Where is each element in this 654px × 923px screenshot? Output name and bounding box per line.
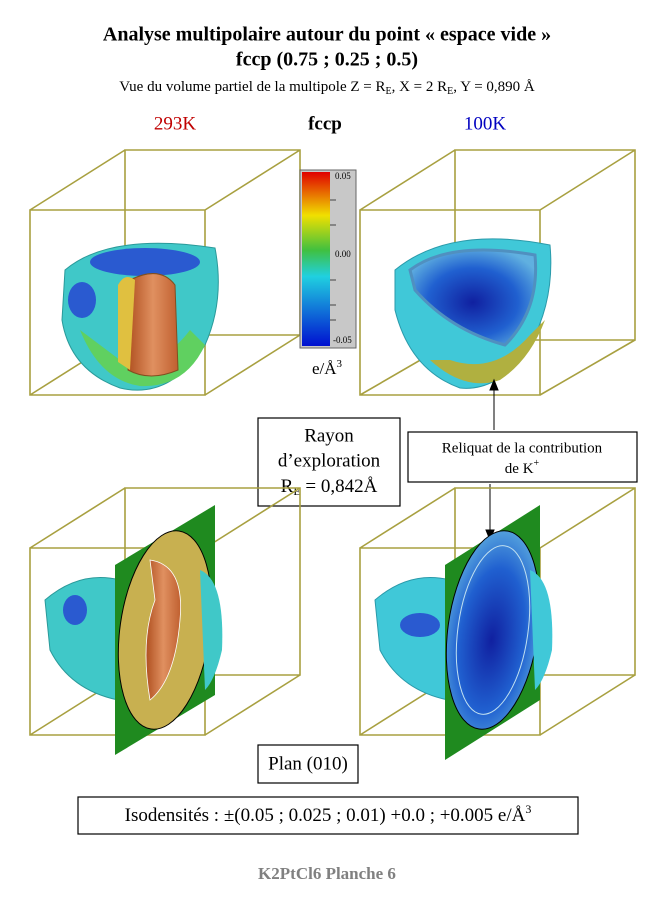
label-100k: 100K: [464, 113, 507, 134]
render-top-right: [359, 149, 636, 396]
text: , X = 2 R: [392, 79, 448, 95]
isodensity-box: [77, 796, 579, 835]
label-fccp: fccp: [308, 113, 342, 134]
isodensity-label: Isodensités : ±(0.05 ; 0.025 ; 0.01) +0.…: [125, 802, 532, 827]
radius-box: [257, 417, 401, 507]
footer: K2PtCl6 Planche 6: [258, 864, 396, 883]
superscript: +: [534, 458, 540, 469]
text: = 0,842Å: [301, 476, 378, 497]
plane-box: [257, 744, 359, 784]
colorbar: 0.05 0.00 -0.05: [299, 169, 357, 349]
text: R: [281, 476, 294, 497]
colorbar-tick: 0.05: [335, 171, 351, 181]
note-box: [407, 431, 638, 483]
colorbar-tick: 0.00: [335, 249, 351, 259]
radius-line: d’exploration: [278, 450, 381, 471]
title: Analyse multipolaire autour du point « e…: [103, 24, 551, 46]
label-293k: 293K: [154, 113, 197, 134]
render-bottom-left: [29, 487, 301, 755]
text: Vue du volume partiel de la multipole Z …: [119, 79, 385, 95]
note-line: de K+: [505, 458, 540, 477]
arrows: [485, 378, 499, 542]
colorbar-unit: e/Å3: [312, 358, 343, 378]
colorbar-tick: -0.05: [333, 335, 352, 345]
view-caption: Vue du volume partiel de la multipole Z …: [119, 79, 535, 97]
text: de K: [505, 461, 534, 477]
render-top-left: [29, 149, 301, 396]
text: e/Å: [312, 359, 337, 378]
note-line: Reliquat de la contribution: [442, 440, 603, 456]
plane-label: Plan (010): [268, 753, 348, 774]
superscript: 3: [525, 802, 531, 816]
superscript: 3: [337, 358, 343, 370]
subtitle: fccp (0.75 ; 0.25 ; 0.5): [236, 49, 418, 71]
render-bottom-right: [359, 487, 636, 760]
text: Isodensités : ±(0.05 ; 0.025 ; 0.01) +0.…: [125, 805, 526, 826]
radius-line: Rayon: [304, 425, 354, 446]
text: , Y = 0,890 Å: [453, 79, 535, 95]
subscript: E: [385, 86, 391, 97]
subscript: E: [447, 86, 453, 97]
